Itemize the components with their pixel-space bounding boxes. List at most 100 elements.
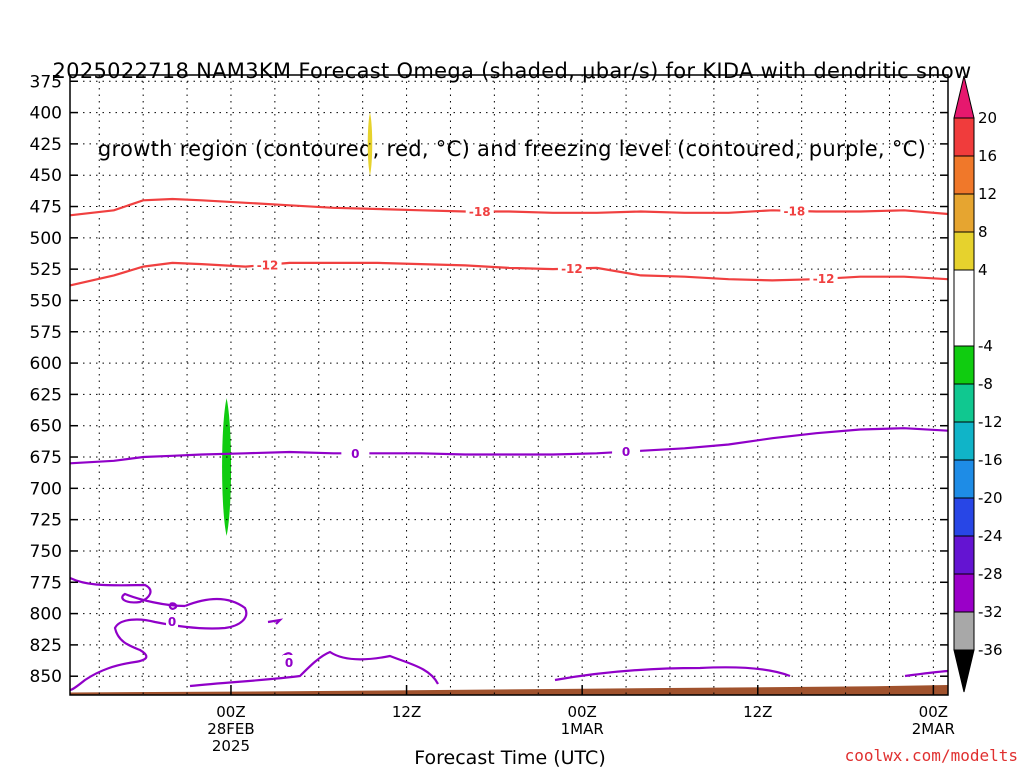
contour-label-bg (780, 202, 809, 219)
colorbar-under-arrow (953, 649, 975, 693)
freezing-level-low-contour (267, 618, 284, 625)
colorbar-label: 4 (978, 261, 988, 279)
colorbar-segment (953, 421, 975, 461)
y-tick-label: 800 (30, 605, 62, 625)
y-tick-label: 700 (30, 479, 62, 499)
y-tick-label: 475 (30, 198, 62, 218)
colorbar-segment (953, 611, 975, 651)
omega-shading-layer (222, 112, 373, 536)
y-tick-label: 775 (30, 573, 62, 593)
y-tick-label: 400 (30, 104, 62, 124)
colorbar-segment (953, 269, 975, 347)
contour-line (69, 427, 949, 465)
terrain-surface (70, 684, 948, 695)
y-tick-label: 650 (30, 417, 62, 437)
freezing-level-low-contour (168, 602, 178, 610)
colorbar-label: -4 (978, 337, 993, 355)
colorbar-segment (953, 117, 975, 157)
y-tick-label: 375 (30, 72, 62, 92)
credit-text: coolwx.com/modelts (844, 746, 1018, 765)
freezing-level-low-contour (69, 597, 248, 692)
y-tick-label: 450 (30, 166, 62, 186)
colorbar: 20 16 12 8 4 -4 -8 -12 -16 -20 -24 -28 -32 -36 (953, 75, 1003, 693)
freezing-level-low-contour (554, 666, 791, 682)
contour-layer: -18 -18 -12 -12 -12 0 0 (69, 197, 949, 465)
x-tick-label: 00Z (919, 703, 948, 721)
colorbar-label: 16 (978, 147, 997, 165)
colorbar-segment (953, 459, 975, 499)
title-line-2: growth region (contoured, red, °C) and f… (97, 137, 927, 161)
contour-line (69, 261, 949, 287)
x-tick-label: 12Z (743, 703, 772, 721)
contour-label-bg (283, 655, 295, 670)
contour-label: -18 (469, 205, 491, 219)
y-tick-label: 850 (30, 667, 62, 687)
terrain-layer (70, 684, 948, 695)
chart-title: 2025022718 NAM3KM Forecast Omega (shaded… (0, 6, 1024, 188)
colorbar-segment (953, 497, 975, 537)
contour-label-bg (557, 260, 586, 277)
contour-label-bg (465, 203, 494, 220)
colorbar-segment (953, 535, 975, 575)
y-tick-label: 825 (30, 636, 62, 656)
colorbar-segment (953, 383, 975, 423)
x-tick-label: 1MAR (561, 720, 604, 738)
contour-label: -18 (784, 204, 806, 218)
x-tick-label: 28FEB (207, 720, 254, 738)
colorbar-segment (953, 345, 975, 385)
contour-label: -12 (813, 272, 835, 286)
x-tick-label: 12Z (392, 703, 421, 721)
y-tick-label: 675 (30, 448, 62, 468)
contour-label: 0 (285, 656, 293, 670)
contour-label-bg (809, 270, 838, 287)
colorbar-segment (953, 155, 975, 195)
contour-label-bg (253, 256, 282, 273)
contour-label: -12 (257, 258, 279, 272)
colorbar-label: -16 (978, 451, 1003, 469)
colorbar-segment (953, 231, 975, 271)
x-tick-label: 2MAR (912, 720, 955, 738)
x-axis-title: Forecast Time (UTC) (414, 747, 605, 768)
y-axis: 375 400 425 450 475 500 525 550 575 600 625 650 675 7… (30, 72, 948, 687)
y-tick-label: 550 (30, 291, 62, 311)
plot-frame (69, 74, 949, 696)
y-tick-label: 575 (30, 323, 62, 343)
colorbar-segment (953, 573, 975, 613)
x-tick-label: 2025 (212, 737, 250, 755)
y-tick-label: 725 (30, 511, 62, 531)
contour-line (69, 197, 949, 217)
freezing-level-low-contour (189, 650, 439, 688)
colorbar-label: -20 (978, 489, 1003, 507)
contour-label: 0 (168, 615, 176, 629)
contour-label: 0 (622, 445, 630, 459)
freezing-level-low-contour (904, 669, 949, 678)
colorbar-label: -12 (978, 413, 1003, 431)
contour-label-bg (612, 443, 641, 460)
contour-label: -12 (561, 262, 583, 276)
colorbar-over-arrow (953, 75, 975, 119)
title-line-1: 2025022718 NAM3KM Forecast Omega (shaded… (52, 59, 972, 83)
colorbar-label: -36 (978, 641, 1003, 659)
y-tick-label: 600 (30, 354, 62, 374)
contour-label-bg (341, 445, 370, 462)
y-tick-label: 425 (30, 135, 62, 155)
y-tick-label: 750 (30, 542, 62, 562)
colorbar-label: 20 (978, 109, 997, 127)
y-tick-label: 625 (30, 385, 62, 405)
contour-label-bg (166, 614, 178, 629)
freezing-level-low-contour (69, 577, 186, 608)
x-tick-label: 00Z (567, 703, 596, 721)
colorbar-label: 12 (978, 185, 997, 203)
y-tick-label: 500 (30, 229, 62, 249)
colorbar-label: -24 (978, 527, 1003, 545)
colorbar-label: -28 (978, 565, 1003, 583)
colorbar-label: -8 (978, 375, 993, 393)
y-tick-label: 525 (30, 260, 62, 280)
colorbar-segment (953, 193, 975, 233)
x-tick-label: 00Z (216, 703, 245, 721)
colorbar-label: -32 (978, 603, 1003, 621)
contour-label: 0 (351, 447, 359, 461)
low-level-freezing-contours: 00 (69, 577, 949, 692)
